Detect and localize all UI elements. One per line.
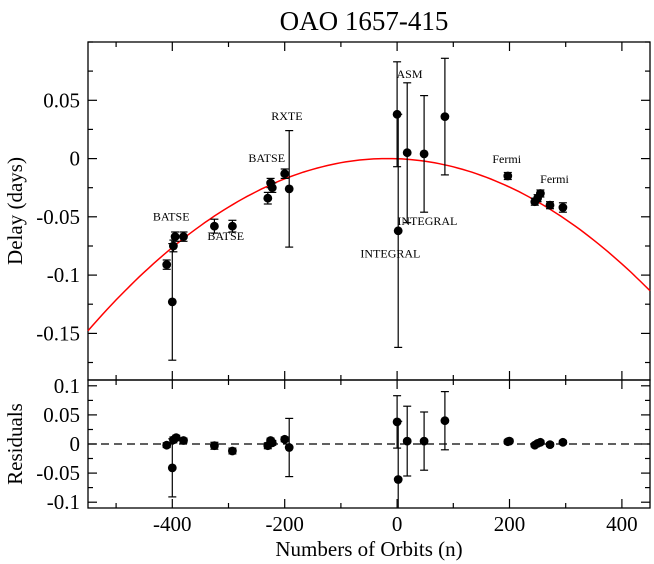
delay-axis-label: Delay (days) xyxy=(3,157,27,265)
x-axis-label: Numbers of Orbits (n) xyxy=(275,537,462,561)
y-tick-label: 0.1 xyxy=(54,374,80,398)
residual-point xyxy=(393,475,403,484)
residual-point xyxy=(558,437,568,447)
delay-point xyxy=(393,226,403,236)
residual-point xyxy=(267,438,277,448)
residual-point xyxy=(536,437,545,447)
residuals-axis-label: Residuals xyxy=(3,403,27,485)
delay-point xyxy=(210,221,219,231)
delay-point xyxy=(280,169,290,179)
x-tick-label: 400 xyxy=(606,512,638,536)
residual-point xyxy=(545,440,555,449)
residual-point xyxy=(284,443,294,452)
residual-point xyxy=(419,436,429,446)
y-tick-label: -0.15 xyxy=(36,321,80,345)
y-tick-label: -0.1 xyxy=(47,263,80,287)
residual-point xyxy=(162,440,172,450)
residual-data-points xyxy=(162,391,568,508)
delay-point xyxy=(440,112,450,121)
residual-point xyxy=(171,433,181,442)
delay-point xyxy=(162,260,172,269)
delay-data-points xyxy=(162,57,568,361)
y-tick-label: -0.05 xyxy=(36,461,80,485)
delay-point xyxy=(179,232,188,242)
residual-point xyxy=(440,416,450,426)
delay-point xyxy=(536,189,545,198)
residual-point xyxy=(210,441,219,451)
delay-point xyxy=(503,171,513,181)
y-tick-label: 0 xyxy=(70,432,81,456)
delay-point xyxy=(558,203,568,212)
delay-point xyxy=(228,221,237,231)
residual-point xyxy=(228,446,237,456)
x-tick-label: -400 xyxy=(153,512,192,536)
annotation-label: BATSE xyxy=(248,151,285,165)
delay-point xyxy=(169,241,178,251)
annotation-label: RXTE xyxy=(271,109,302,123)
delay-point xyxy=(419,149,429,159)
annotation-label: Fermi xyxy=(540,172,569,186)
residual-point xyxy=(280,434,290,444)
y-tick-label: 0.05 xyxy=(43,403,80,427)
x-tick-label: 200 xyxy=(494,512,526,536)
delay-point xyxy=(545,200,555,210)
x-tick-label: 0 xyxy=(392,512,403,536)
y-tick-label: -0.05 xyxy=(36,205,80,229)
residual-point xyxy=(179,436,188,445)
delay-panel: 0.05 0 -0.05 -0.1 -0.15 BATSE BATSE BATSE RXTE A… xyxy=(3,41,651,381)
delay-point xyxy=(267,183,277,193)
residuals-panel-ticks: 0.1 0.05 0 -0.05 -0.1 xyxy=(36,374,650,514)
delay-point xyxy=(402,148,412,158)
annotation-label: ASM xyxy=(396,67,422,81)
annotation-label: INTEGRAL xyxy=(360,247,420,261)
delay-point xyxy=(167,297,177,307)
residual-point xyxy=(402,436,412,446)
residuals-panel: 0.1 0.05 0 -0.05 -0.1 Residuals xyxy=(3,374,651,514)
residual-point xyxy=(167,463,177,473)
annotation-label: BATSE xyxy=(207,229,244,243)
delay-point xyxy=(284,184,294,194)
delay-point xyxy=(170,232,180,242)
y-tick-label: -0.1 xyxy=(47,490,80,514)
annotation-label: Fermi xyxy=(492,152,521,166)
annotation-label: BATSE xyxy=(153,209,190,223)
delay-panel-ticks: 0.05 0 -0.05 -0.1 -0.15 xyxy=(36,41,650,380)
x-tick-label: -200 xyxy=(265,512,304,536)
x-tick-labels: -400 -200 0 200 400 xyxy=(153,512,638,536)
annotation-label: INTEGRAL xyxy=(397,214,457,228)
y-tick-label: 0.05 xyxy=(43,88,80,112)
y-tick-label: 0 xyxy=(70,147,81,171)
instrument-annotations: BATSE BATSE BATSE RXTE ASM INTEGRAL INTEGRAL Fe… xyxy=(153,67,570,261)
chart-title: OAO 1657-415 xyxy=(280,6,449,36)
residual-point xyxy=(505,436,514,446)
delay-point xyxy=(263,193,273,203)
